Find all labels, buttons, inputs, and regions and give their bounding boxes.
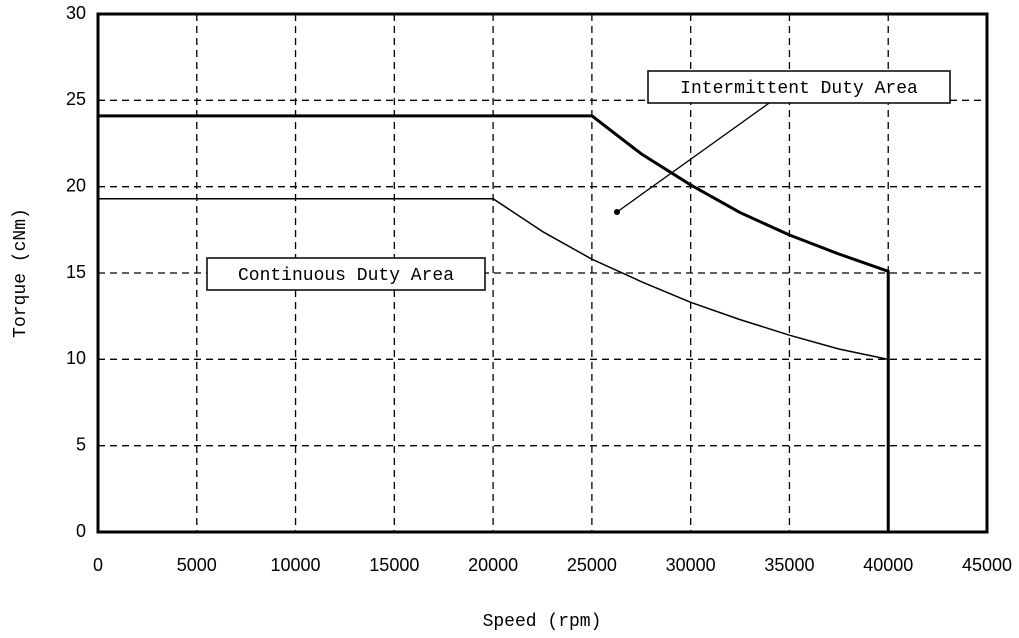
x-tick-label: 40000 bbox=[863, 555, 913, 575]
x-tick-label: 10000 bbox=[271, 555, 321, 575]
y-tick-label: 15 bbox=[66, 262, 86, 282]
y-tick-label: 0 bbox=[76, 521, 86, 541]
x-tick-label: 0 bbox=[93, 555, 103, 575]
series-line bbox=[98, 198, 889, 361]
y-tick-label: 20 bbox=[66, 175, 86, 195]
series-line bbox=[98, 114, 890, 532]
y-tick-label: 25 bbox=[66, 89, 86, 109]
y-tick-label: 30 bbox=[66, 3, 86, 23]
annotation-box bbox=[647, 70, 951, 104]
y-axis-label: Torque (cNm) bbox=[11, 208, 31, 338]
annotation: Continuous Duty Area bbox=[238, 266, 454, 286]
x-tick-label: 20000 bbox=[468, 555, 518, 575]
leader-dot bbox=[614, 209, 620, 215]
y-tick-label: 10 bbox=[66, 348, 86, 368]
plot-frame bbox=[96, 12, 989, 534]
x-tick-label: 35000 bbox=[764, 555, 814, 575]
x-tick-label: 25000 bbox=[567, 555, 617, 575]
y-tick-label: 5 bbox=[76, 434, 86, 454]
annotation: Intermittent Duty Area bbox=[680, 79, 918, 99]
x-axis-label: Speed (rpm) bbox=[483, 612, 602, 632]
x-tick-label: 5000 bbox=[177, 555, 217, 575]
annotation-box bbox=[206, 257, 486, 291]
x-tick-label: 30000 bbox=[666, 555, 716, 575]
leader-line bbox=[616, 100, 773, 213]
x-tick-label: 15000 bbox=[369, 555, 419, 575]
x-tick-label: 45000 bbox=[962, 555, 1012, 575]
